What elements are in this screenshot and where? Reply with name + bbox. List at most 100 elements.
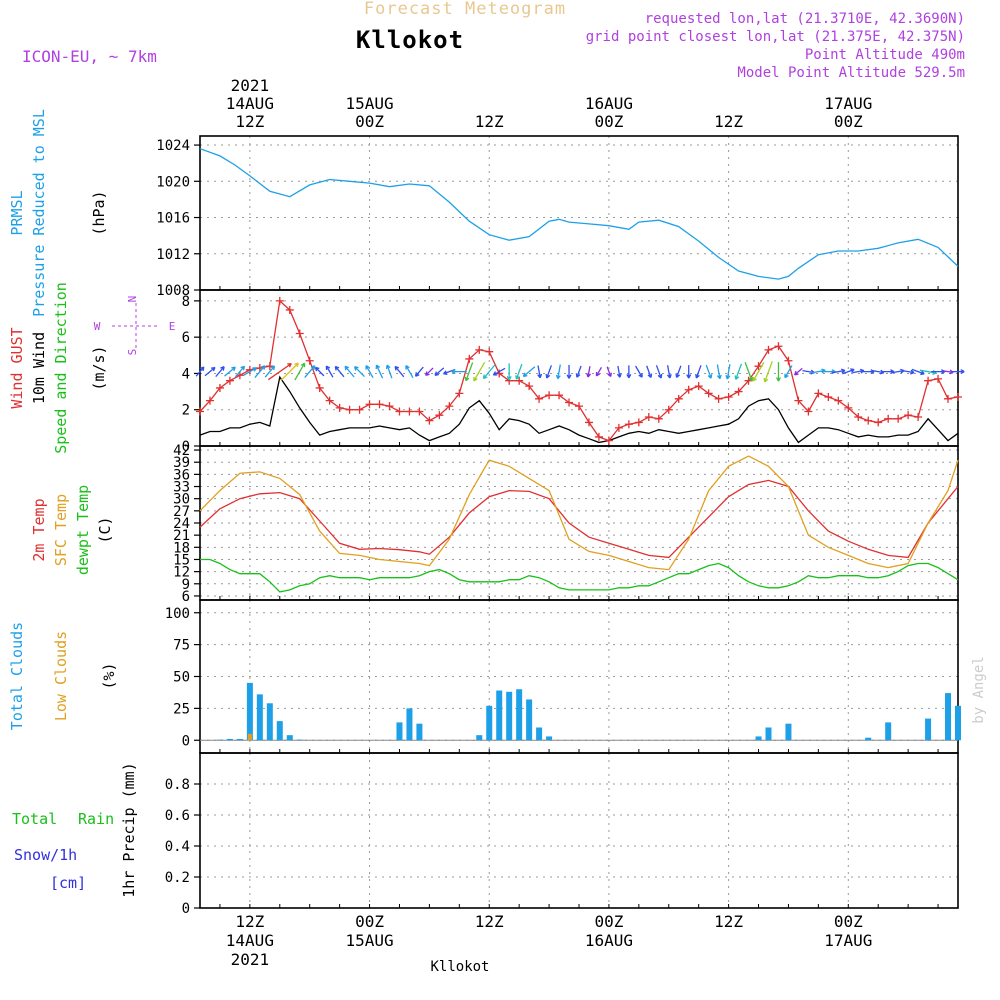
total-cloud-bar: [536, 727, 543, 741]
wind-direction-arrow: [375, 364, 384, 379]
gust-marker: [305, 356, 314, 365]
wind-direction-arrow: [264, 365, 276, 378]
total-cloud-bar: [955, 705, 961, 741]
wind-direction-arrow: [394, 365, 405, 378]
top-hour-label: 12Z: [714, 112, 743, 131]
wind-direction-arrow: [204, 366, 216, 377]
wind-direction-arrow: [314, 366, 325, 377]
gust-marker: [894, 414, 903, 423]
gust-marker: [594, 432, 603, 441]
total-cloud-bar: [236, 738, 243, 741]
temp-2m-label: 2m Temp: [30, 498, 48, 561]
precip-snow-label: Snow/1h: [14, 846, 77, 864]
top-hour-label: 12Z: [475, 112, 504, 131]
gust-marker: [555, 391, 564, 400]
bottom-hour-label: 12Z: [714, 912, 743, 931]
wind-direction-arrow: [566, 364, 572, 379]
total-cloud-bar: [516, 689, 523, 741]
total-cloud-bar: [256, 694, 263, 741]
total-cloud-bar: [765, 727, 772, 741]
model-altitude: Model Point Altitude 529.5m: [737, 65, 965, 81]
wind-direction-arrow: [951, 369, 965, 375]
gust-marker: [914, 412, 923, 421]
wind-direction-arrow: [675, 365, 682, 378]
total-cloud-bar: [925, 718, 932, 741]
wind-direction-arrow: [334, 365, 345, 378]
ytick-label: 50: [173, 670, 190, 686]
wind-direction-arrow: [425, 367, 434, 376]
pressure-label-1: PRMSL: [8, 190, 26, 235]
gust-marker: [365, 400, 374, 409]
gust-marker: [644, 412, 653, 421]
gust-marker: [475, 345, 484, 354]
wind-direction-arrow: [344, 365, 355, 378]
wind-direction-arrow: [522, 366, 536, 378]
ytick-label: 6: [182, 589, 190, 605]
gust-marker: [315, 383, 324, 392]
wind-direction-arrow: [882, 369, 895, 375]
wind-direction-arrow: [464, 362, 474, 382]
wind-direction-arrow: [243, 367, 257, 376]
series-dewpt-temp-line: [200, 558, 959, 593]
wind-direction-arrow: [451, 369, 467, 375]
wind-direction-arrow: [405, 365, 414, 379]
gust-marker: [714, 394, 723, 403]
wind-direction-arrow: [254, 365, 266, 378]
ytick-label: 30: [173, 492, 190, 508]
ytick-label: 0: [182, 439, 190, 455]
gust-marker: [854, 412, 863, 421]
gust-marker: [415, 407, 424, 416]
wind-direction-arrow: [473, 361, 486, 382]
gust-marker: [684, 385, 693, 394]
wind-direction-arrow: [414, 366, 424, 377]
wind-direction-arrow: [784, 365, 793, 379]
total-cloud-bar: [406, 708, 413, 741]
gust-marker: [814, 389, 823, 398]
wind-direction-arrow: [616, 365, 622, 378]
footer-location: Kllokot: [430, 959, 489, 975]
gust-marker: [674, 394, 683, 403]
ytick-label: 2: [182, 403, 190, 419]
wind-direction-arrow: [555, 364, 561, 380]
chart-title: Forecast Meteogram: [364, 0, 566, 19]
gust-marker: [664, 405, 673, 414]
wind-direction-arrow: [294, 362, 306, 381]
top-date-label: 17AUG: [824, 94, 872, 113]
wind-direction-arrow: [775, 362, 781, 382]
ytick-label: 15: [173, 552, 190, 568]
gust-marker: [874, 418, 883, 427]
wind-direction-arrow: [595, 366, 603, 377]
top-hour-label: 00Z: [355, 112, 384, 131]
clouds-unit: (%): [100, 662, 118, 689]
gust-marker: [844, 403, 853, 412]
total-cloud-bar: [266, 703, 273, 741]
gust-marker: [694, 382, 703, 391]
precip-rain-label: Rain: [78, 810, 114, 828]
panel-frame: [199, 752, 959, 909]
gust-marker: [295, 329, 304, 338]
temp-sfc-label: SFC Temp: [52, 494, 70, 566]
gust-marker: [954, 393, 962, 402]
total-cloud-bar: [945, 693, 952, 741]
wind-gust-label: Wind GUST: [8, 327, 26, 408]
gust-marker: [624, 420, 633, 429]
gust-marker: [944, 394, 953, 403]
wind-direction-arrow: [763, 361, 773, 383]
ytick-label: 9: [182, 577, 190, 593]
compass-cross: [112, 303, 160, 349]
ytick-label: 1012: [156, 247, 190, 263]
ytick-label: 0.6: [165, 808, 190, 824]
total-cloud-bar: [526, 699, 533, 741]
gust-marker: [375, 400, 384, 409]
bottom-date-label: 16AUG: [585, 931, 633, 950]
total-cloud-bar: [246, 682, 253, 741]
gust-marker: [784, 356, 793, 365]
gust-marker: [634, 418, 643, 427]
gust-marker: [734, 387, 743, 396]
wind-direction-arrow: [365, 365, 374, 379]
gust-marker: [575, 402, 583, 411]
gust-marker: [824, 393, 833, 402]
ytick-label: 25: [173, 701, 190, 717]
gust-marker: [774, 342, 783, 351]
